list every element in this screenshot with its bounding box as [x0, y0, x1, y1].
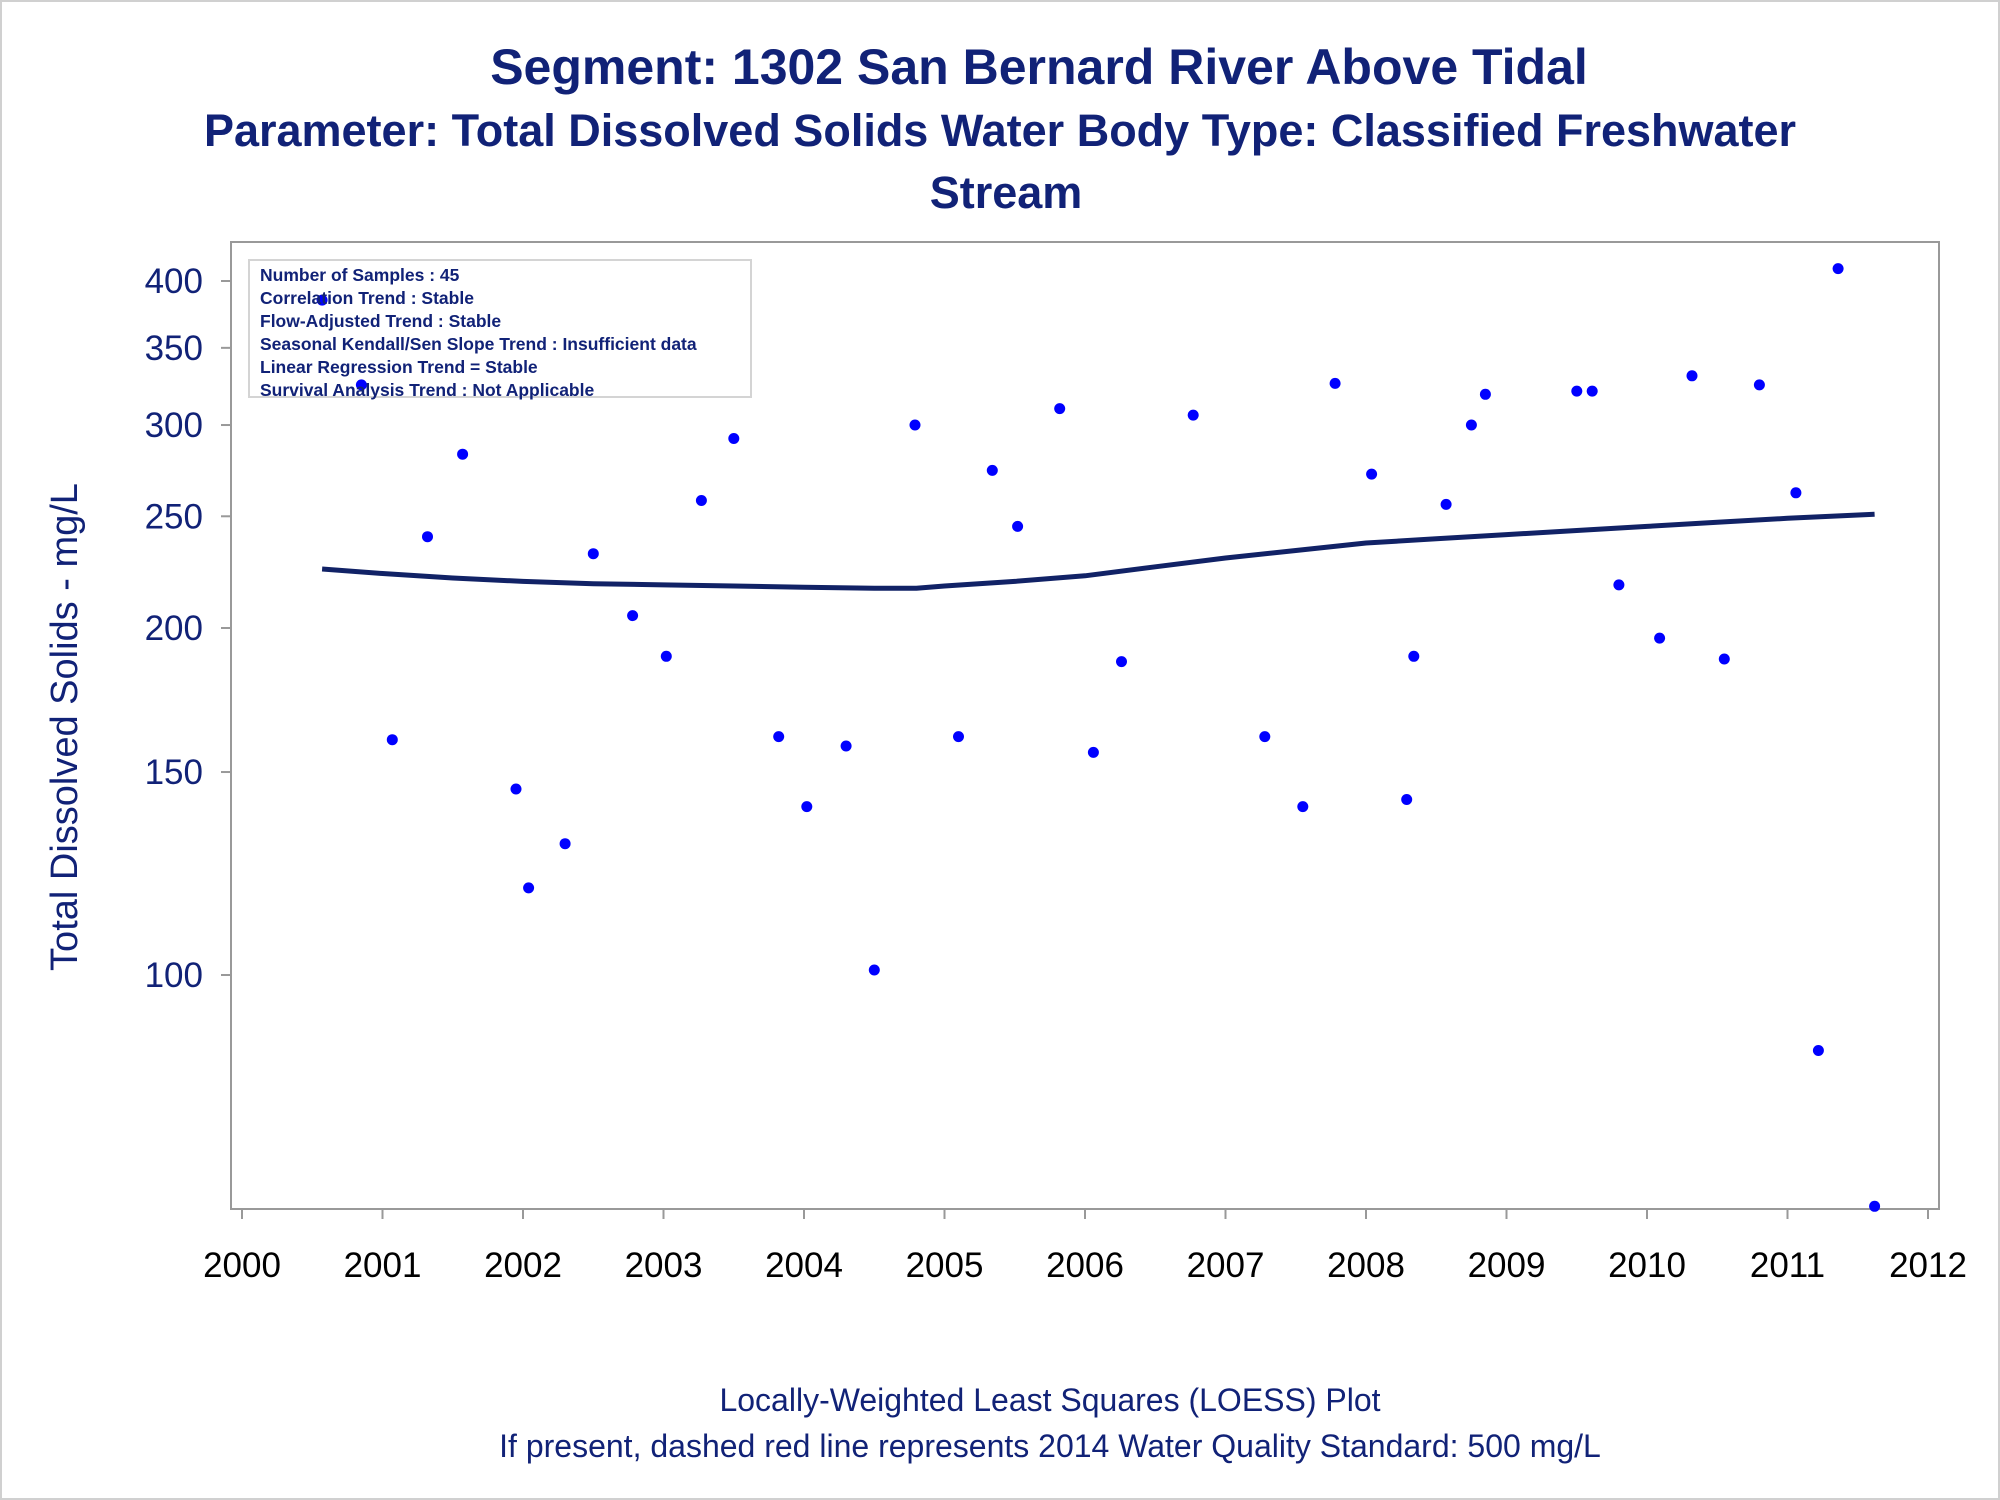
x-tick-label-2010: 2010	[1608, 1246, 1686, 1285]
chart-title-parameter: Parameter: Total Dissolved Solids Water …	[203, 105, 1797, 156]
loess-line	[321, 511, 1875, 591]
data-point-23	[1116, 656, 1127, 668]
y-tick-label-250: 250	[145, 497, 203, 536]
data-point-44	[1869, 1200, 1881, 1212]
data-point-18	[953, 731, 964, 743]
data-point-37	[1654, 632, 1666, 644]
x-tick-label-2003: 2003	[625, 1246, 703, 1285]
data-point-9	[627, 610, 639, 622]
data-point-28	[1366, 468, 1378, 480]
data-point-0	[316, 294, 328, 306]
data-point-22	[1087, 746, 1099, 758]
loess-layer	[321, 511, 1875, 591]
data-point-26	[1297, 801, 1309, 813]
chart-title-parameter-cont: Stream	[929, 167, 1083, 218]
data-point-5	[510, 783, 522, 795]
data-point-34	[1571, 385, 1583, 397]
x-tick-label-2009: 2009	[1468, 1246, 1546, 1285]
y-axis: 100 150 200 250 300 350 400	[145, 262, 231, 995]
stats-line-linear-regression: Linear Regression Trend = Stable	[260, 357, 538, 377]
y-axis-label: Total Dissolved Solids - mg/L	[44, 483, 86, 971]
data-point-13	[773, 731, 785, 743]
data-point-12	[728, 433, 740, 444]
data-point-39	[1718, 653, 1730, 665]
stats-line-flow-adjusted: Flow-Adjusted Trend : Stable	[260, 311, 502, 331]
data-point-24	[1187, 409, 1199, 421]
x-tick-label-2012: 2012	[1889, 1246, 1967, 1285]
data-point-3	[422, 531, 433, 543]
stats-line-seasonal-kendall: Seasonal Kendall/Sen Slope Trend : Insuf…	[260, 334, 697, 354]
y-tick-label-400: 400	[145, 262, 203, 301]
data-point-8	[587, 548, 599, 560]
data-point-35	[1586, 385, 1598, 397]
data-point-41	[1790, 487, 1802, 499]
x-tick-label-2002: 2002	[484, 1246, 562, 1285]
data-point-6	[523, 882, 535, 894]
data-point-20	[1012, 520, 1024, 532]
x-tick-label-2004: 2004	[765, 1246, 843, 1285]
stats-line-correlation: Correlation Trend : Stable	[260, 288, 474, 308]
x-tick-label-2005: 2005	[906, 1246, 984, 1285]
y-tick-label-200: 200	[145, 609, 203, 648]
x-tick-label-2011: 2011	[1750, 1246, 1825, 1285]
data-point-42	[1812, 1045, 1824, 1056]
data-point-31	[1440, 498, 1452, 510]
data-point-7	[559, 838, 571, 850]
x-axis: 2000 2001 2002 2003 2004 2005 2006 2007 2008 2009…	[203, 1209, 1967, 1285]
data-point-10	[660, 650, 672, 662]
stats-line-survival: Survival Analysis Trend : Not Applicable	[260, 380, 595, 400]
data-point-14	[801, 801, 813, 813]
y-tick-label-300: 300	[145, 406, 203, 445]
data-point-1	[355, 379, 367, 391]
data-point-32	[1465, 419, 1477, 431]
y-tick-label-150: 150	[145, 753, 203, 792]
data-point-30	[1408, 650, 1420, 662]
points-layer	[316, 263, 1881, 1212]
data-point-15	[840, 740, 852, 752]
data-point-2	[386, 734, 398, 746]
y-tick-label-350: 350	[145, 329, 203, 368]
data-point-16	[868, 964, 880, 976]
data-point-17	[909, 419, 921, 431]
stats-box: Number of Samples : 45 Correlation Trend…	[248, 259, 752, 400]
data-point-27	[1329, 377, 1341, 389]
chart-title-segment: Segment: 1302 San Bernard River Above Ti…	[490, 39, 1588, 95]
x-tick-label-2006: 2006	[1046, 1246, 1124, 1285]
data-point-38	[1686, 370, 1698, 382]
data-point-11	[695, 495, 707, 506]
x-tick-label-2007: 2007	[1187, 1246, 1265, 1285]
data-point-33	[1479, 388, 1491, 400]
x-tick-label-2000: 2000	[203, 1246, 281, 1285]
footnote-standard: If present, dashed red line represents 2…	[499, 1428, 1601, 1464]
stats-line-samples: Number of Samples : 45	[260, 265, 460, 285]
data-point-19	[986, 464, 998, 476]
x-tick-label-2008: 2008	[1327, 1246, 1405, 1285]
data-point-25	[1259, 731, 1271, 743]
data-point-4	[457, 448, 469, 460]
x-tick-label-2001: 2001	[344, 1246, 422, 1285]
data-point-29	[1401, 794, 1413, 805]
y-tick-label-100: 100	[145, 956, 203, 995]
data-point-21	[1054, 403, 1066, 415]
data-point-36	[1613, 579, 1625, 591]
data-point-43	[1832, 263, 1844, 275]
footnote-loess: Locally-Weighted Least Squares (LOESS) P…	[719, 1382, 1381, 1418]
data-point-40	[1753, 379, 1765, 391]
